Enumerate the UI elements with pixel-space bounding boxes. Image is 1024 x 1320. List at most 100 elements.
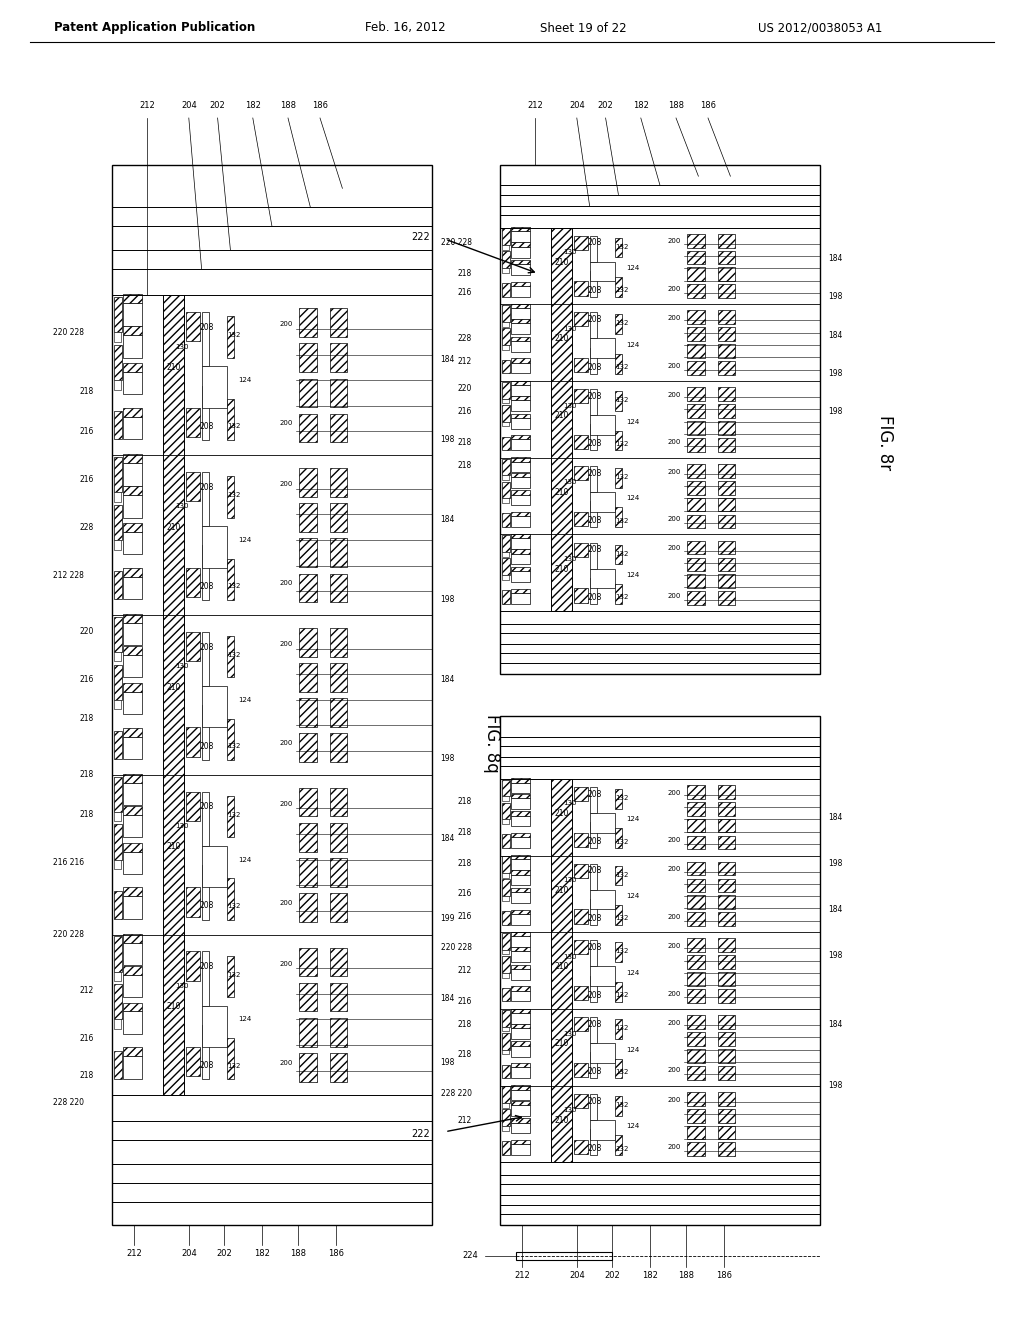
Text: 208: 208 (587, 942, 601, 952)
Bar (502, 458, 510, 475)
Text: 132: 132 (615, 441, 629, 447)
Text: 184: 184 (828, 330, 843, 339)
Text: 132: 132 (227, 812, 241, 818)
Bar (718, 421, 735, 434)
Text: 200: 200 (280, 801, 293, 807)
Bar (502, 513, 510, 527)
Bar (574, 389, 588, 403)
Bar (718, 879, 735, 892)
Bar (511, 913, 530, 924)
Text: 200: 200 (668, 239, 681, 244)
Bar (502, 1142, 510, 1155)
Bar (123, 1056, 142, 1078)
Text: 124: 124 (239, 697, 252, 702)
Bar (123, 966, 142, 974)
Bar (202, 846, 226, 887)
Bar (330, 698, 347, 727)
Bar (114, 345, 122, 380)
Bar (202, 1006, 226, 1047)
Text: 188: 188 (678, 1270, 693, 1279)
Bar (163, 296, 184, 1094)
Bar (614, 942, 623, 962)
Bar (687, 862, 705, 875)
Text: 224: 224 (462, 1251, 478, 1261)
Bar (718, 438, 735, 451)
Bar (114, 665, 122, 700)
Bar (687, 972, 705, 986)
Bar (115, 859, 121, 870)
Text: 132: 132 (227, 1063, 241, 1069)
Text: 208: 208 (587, 1020, 601, 1028)
Bar (112, 165, 432, 1225)
Bar (511, 264, 530, 275)
Bar (114, 825, 122, 859)
Bar (115, 492, 121, 502)
Bar (511, 1024, 530, 1028)
Text: 218: 218 (80, 1071, 94, 1080)
Bar (687, 251, 705, 264)
Text: 188: 188 (290, 1249, 305, 1258)
Text: 124: 124 (239, 537, 252, 543)
Text: 132: 132 (615, 993, 629, 998)
Bar (511, 909, 530, 913)
Bar (114, 504, 122, 540)
Text: 200: 200 (668, 1020, 681, 1026)
Text: US 2012/0038053 A1: US 2012/0038053 A1 (758, 21, 883, 34)
Text: 198: 198 (440, 594, 455, 603)
Text: 130: 130 (175, 983, 188, 989)
Bar (502, 305, 510, 322)
Bar (687, 557, 705, 572)
Text: 198: 198 (440, 1059, 455, 1067)
Text: 208: 208 (200, 483, 214, 491)
Text: 124: 124 (239, 857, 252, 863)
Text: 198: 198 (828, 408, 843, 416)
Bar (503, 873, 509, 878)
Bar (503, 950, 509, 954)
Bar (511, 337, 530, 341)
Bar (114, 731, 122, 759)
Bar (718, 541, 735, 554)
Bar (330, 308, 347, 337)
Bar (687, 1109, 705, 1122)
Text: 130: 130 (563, 479, 577, 486)
Bar (718, 939, 735, 952)
Text: 210: 210 (554, 411, 568, 420)
Text: 124: 124 (239, 378, 252, 383)
Text: 208: 208 (200, 422, 214, 430)
Bar (687, 480, 705, 495)
Bar (590, 261, 614, 281)
Bar (299, 343, 316, 372)
Text: 130: 130 (175, 663, 188, 669)
Bar (574, 281, 588, 296)
Bar (502, 482, 510, 499)
Bar (718, 591, 735, 605)
Text: 200: 200 (668, 392, 681, 397)
Bar (503, 1027, 509, 1031)
Bar (202, 473, 209, 527)
Text: 200: 200 (668, 1097, 681, 1102)
Bar (500, 165, 820, 673)
Bar (502, 879, 510, 896)
Text: 124: 124 (626, 418, 639, 425)
Bar (574, 1094, 588, 1107)
Text: 208: 208 (587, 1144, 601, 1154)
Bar (511, 358, 530, 363)
Text: 200: 200 (668, 1068, 681, 1073)
Bar (511, 1089, 530, 1101)
Text: 212: 212 (458, 966, 472, 975)
Text: 130: 130 (563, 800, 577, 807)
Bar (574, 1063, 588, 1077)
Text: 198: 198 (440, 755, 455, 763)
Text: 212: 212 (458, 1115, 472, 1125)
Bar (718, 463, 735, 478)
Bar (687, 836, 705, 849)
Bar (330, 663, 347, 692)
Bar (718, 557, 735, 572)
Bar (511, 1028, 530, 1039)
Text: 216: 216 (80, 675, 94, 684)
Bar (718, 1015, 735, 1028)
Text: 200: 200 (668, 866, 681, 873)
Bar (511, 572, 530, 582)
Bar (123, 614, 142, 623)
Text: 132: 132 (227, 743, 241, 750)
